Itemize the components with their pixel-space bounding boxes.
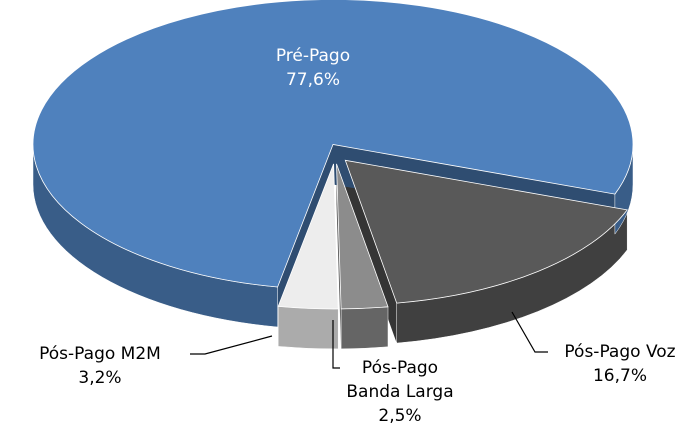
slice-label: Pós-Pago M2M 3,2% xyxy=(5,342,195,390)
leader-line xyxy=(332,320,340,369)
slice-label: Pré-Pago 77,6% xyxy=(233,44,393,92)
slice xyxy=(336,163,389,310)
slice-side xyxy=(277,306,339,350)
slice xyxy=(344,159,628,304)
slice xyxy=(277,163,339,310)
slice-label: Pós-Pago Banda Larga 2,5% xyxy=(340,356,460,428)
value-label: 3,2% xyxy=(78,368,122,388)
category-name: Pós-Pago Banda Larga xyxy=(346,358,454,402)
leader-line xyxy=(190,335,273,355)
category-name: Pós-Pago M2M xyxy=(39,344,161,364)
category-name: Pós-Pago Voz xyxy=(564,342,676,362)
leader-line xyxy=(511,311,548,353)
value-label: 16,7% xyxy=(592,366,647,386)
value-label: 2,5% xyxy=(378,406,422,426)
slice-side xyxy=(340,306,389,350)
value-label: 77,6% xyxy=(285,70,340,90)
slice xyxy=(32,0,634,288)
slice-label: Pós-Pago Voz 16,7% xyxy=(540,340,696,388)
category-name: Pré-Pago xyxy=(275,46,351,66)
